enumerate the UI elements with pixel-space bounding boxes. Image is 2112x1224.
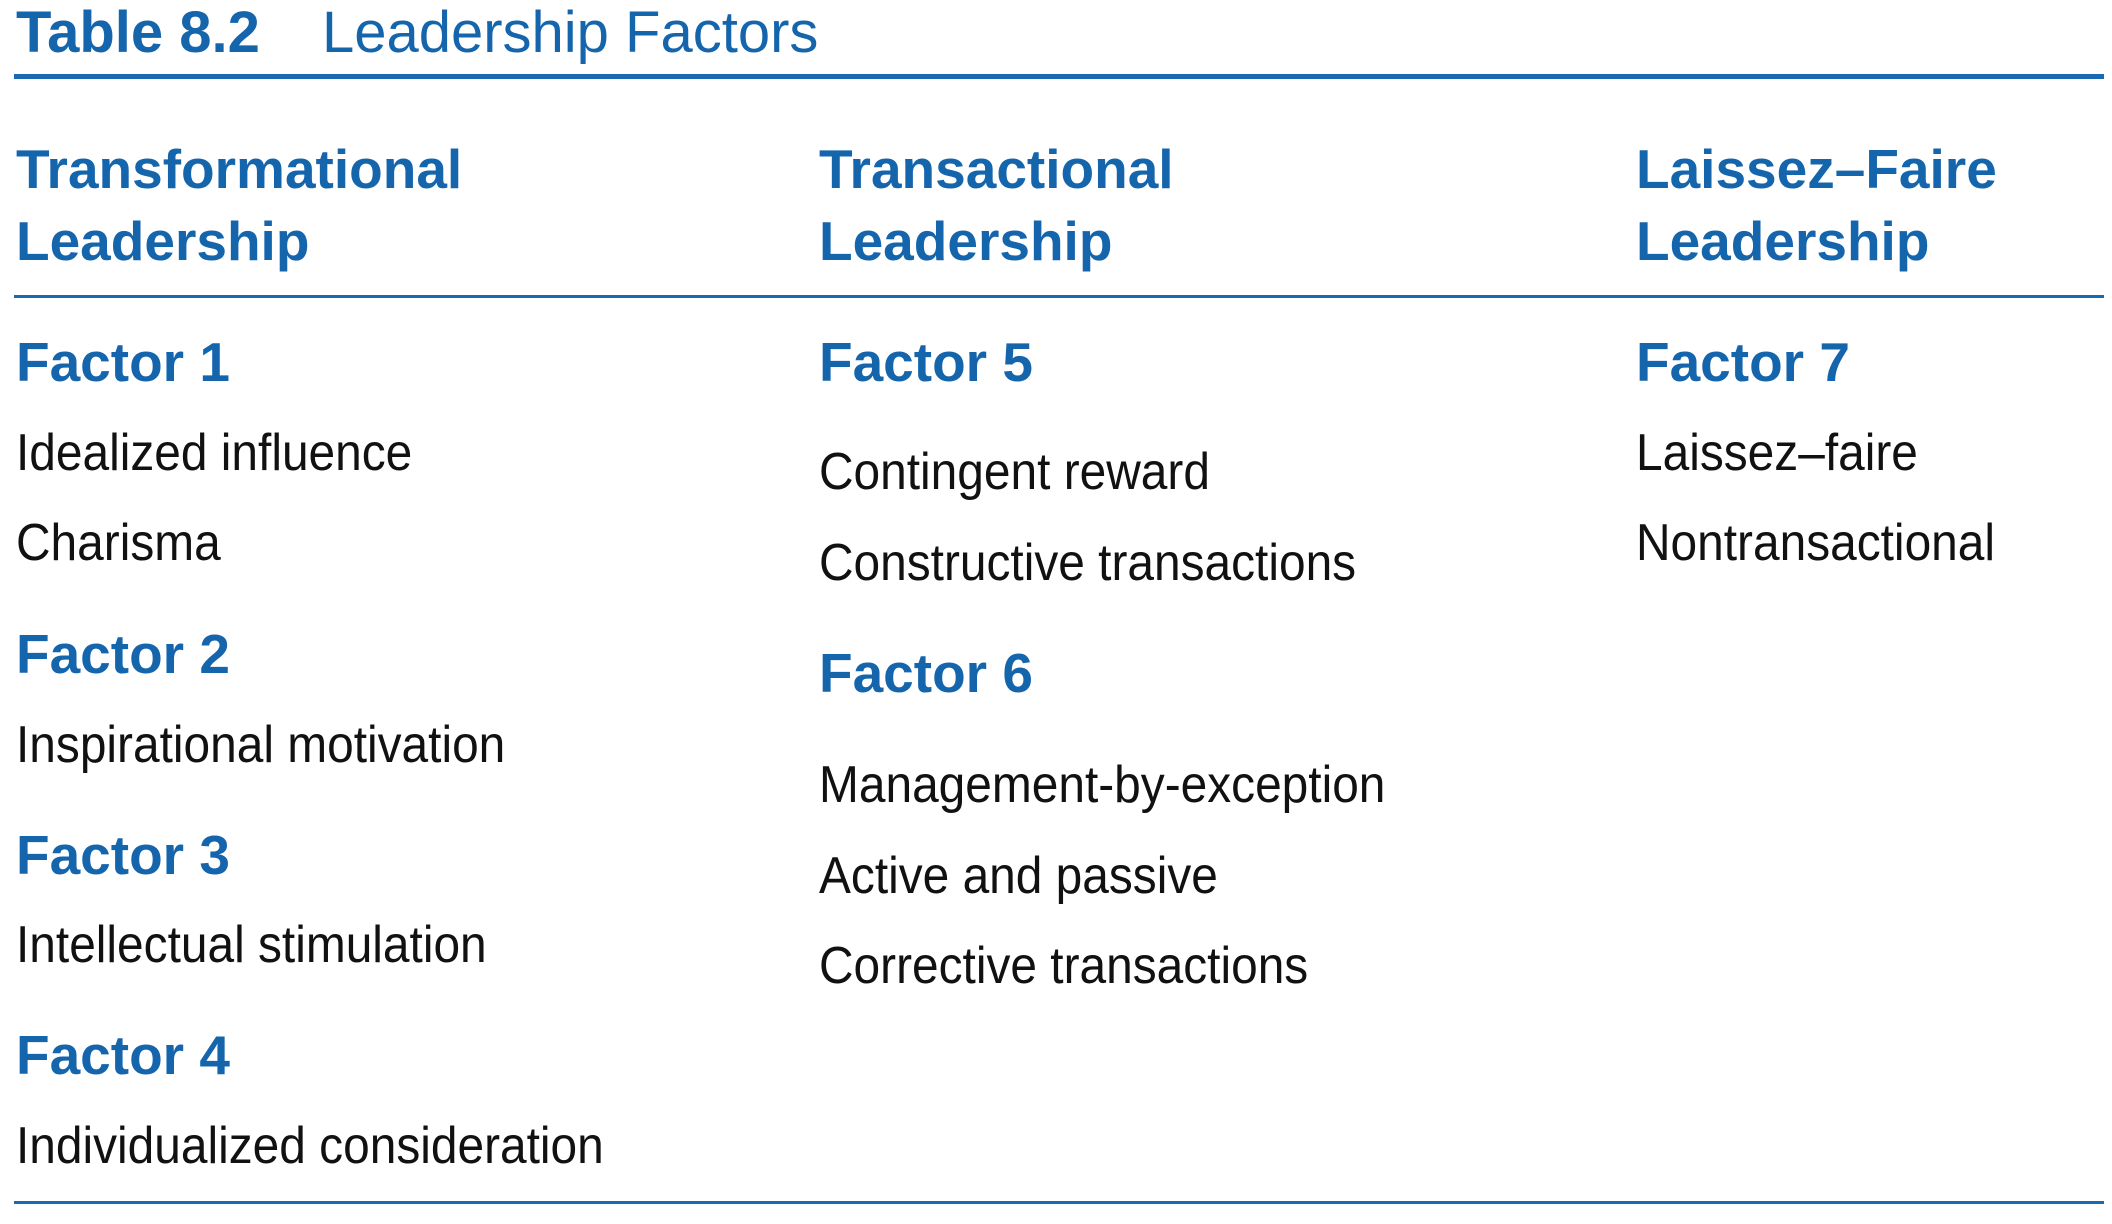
- factor-item: Inspirational motivation: [16, 716, 506, 774]
- factor-item: Charisma: [16, 514, 221, 572]
- factor-label: Factor 6: [819, 642, 1033, 704]
- column-heading-line1: Transformational: [16, 138, 463, 200]
- header-rule: [14, 295, 2104, 298]
- factor-item: Nontransactional: [1636, 514, 1996, 572]
- bottom-rule: [14, 1201, 2104, 1204]
- factor-item: Constructive transactions: [819, 534, 1357, 592]
- table-name: Leadership Factors: [321, 0, 819, 65]
- factor-item: Individualized consideration: [16, 1117, 604, 1175]
- factor-label: Factor 5: [819, 331, 1033, 393]
- factor-item: Contingent reward: [819, 443, 1210, 501]
- table-number: Table 8.2: [16, 0, 260, 65]
- column-heading: Transformational Leadership: [16, 133, 462, 277]
- factor-item: Intellectual stimulation: [16, 916, 487, 974]
- factor-label: Factor 7: [1636, 331, 1850, 393]
- factor-item: Active and passive: [819, 847, 1218, 905]
- column-heading-line2: Leadership: [819, 210, 1113, 272]
- top-rule: [14, 74, 2104, 79]
- factor-label: Factor 4: [16, 1024, 230, 1086]
- factor-item: Laissez–faire: [1636, 424, 1918, 482]
- column-heading-line2: Leadership: [16, 210, 310, 272]
- factor-label: Factor 2: [16, 623, 230, 685]
- table-title: Table 8.2 Leadership Factors: [16, 0, 818, 66]
- column-heading-line1: Laissez–Faire: [1636, 138, 1997, 200]
- column-heading-line2: Leadership: [1636, 210, 1930, 272]
- factor-item: Management-by-exception: [819, 756, 1386, 814]
- factor-label: Factor 3: [16, 824, 230, 886]
- factor-item: Idealized influence: [16, 424, 413, 482]
- column-heading-line1: Transactional: [819, 138, 1174, 200]
- factor-item: Corrective transactions: [819, 937, 1309, 995]
- factor-label: Factor 1: [16, 331, 230, 393]
- column-heading: Laissez–Faire Leadership: [1636, 133, 1997, 277]
- column-heading: Transactional Leadership: [819, 133, 1174, 277]
